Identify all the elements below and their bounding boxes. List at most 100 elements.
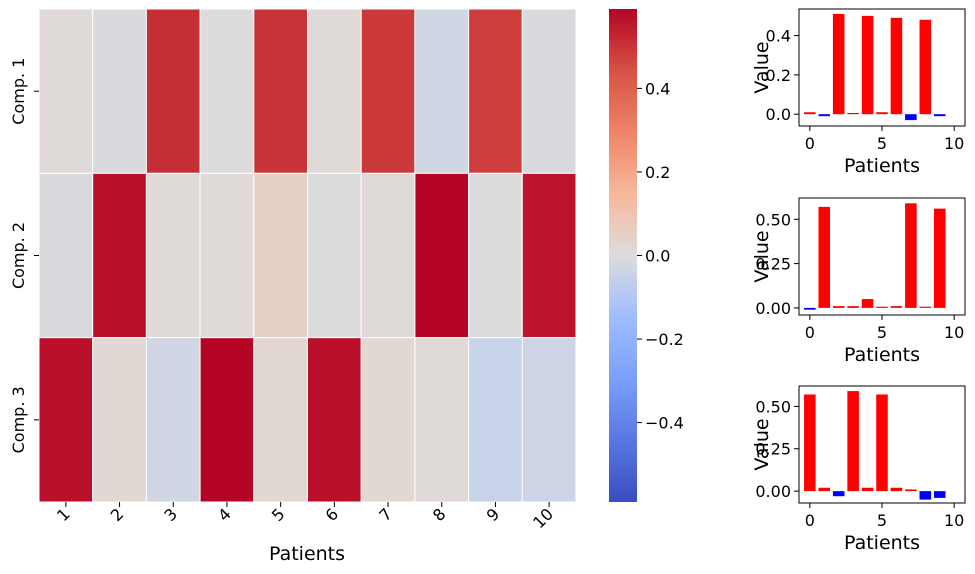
heatmap-x-tick-label: 7 <box>375 504 396 525</box>
colorbar-ticks: 0.4 0.2 0.0 −0.2 −0.4 <box>637 79 684 433</box>
y-tick-label: 0.25 <box>755 440 791 459</box>
bar <box>847 391 859 492</box>
x-tick-label: 10 <box>944 134 964 153</box>
heatmap-cell <box>360 337 416 503</box>
y-tick-label: 0.50 <box>755 210 791 229</box>
heatmap-cell <box>92 8 147 174</box>
bar <box>933 491 946 498</box>
colorbar-tick-label: 0.0 <box>645 247 670 266</box>
heatmap-x-tick-label: 2 <box>107 504 128 525</box>
heatmap-cell <box>38 172 94 339</box>
x-axis-label: Patients <box>844 344 920 366</box>
x-tick-label: 5 <box>877 511 887 530</box>
y-tick-label: 0.25 <box>755 255 791 274</box>
bar <box>933 114 946 117</box>
heatmap-cell <box>145 337 201 503</box>
y-tick-label: 0.00 <box>755 482 791 501</box>
heatmap-cell <box>521 337 577 503</box>
heatmap-cell <box>307 337 362 503</box>
bar <box>847 306 859 308</box>
heatmap-x-tick-label: 6 <box>322 504 343 525</box>
heatmap-x-axis: 1 2 3 4 5 6 7 8 9 10 <box>53 502 557 532</box>
bar <box>905 203 917 308</box>
colorbar-tick-label: −0.2 <box>645 330 684 349</box>
plot-frame <box>798 8 966 127</box>
y-axis-label: Value <box>751 230 773 282</box>
heatmap-cell <box>145 8 201 174</box>
bar <box>905 489 917 492</box>
bar <box>919 19 932 115</box>
heatmap-cell <box>92 337 147 503</box>
y-axis-label: Value <box>751 41 773 93</box>
x-axis-label: Patients <box>844 155 920 177</box>
bar <box>919 491 932 500</box>
bar <box>890 306 903 308</box>
bar <box>861 299 874 308</box>
heatmap-x-tick-label: 3 <box>160 504 181 525</box>
bar <box>861 487 874 492</box>
heatmap-x-tick-label: 1 <box>53 504 74 525</box>
heatmap-cell <box>414 172 470 339</box>
heatmap-cell <box>468 337 523 503</box>
heatmap-cells <box>38 8 577 503</box>
bar <box>804 394 816 492</box>
heatmap-cell <box>199 8 255 174</box>
x-tick-label: 0 <box>805 511 815 530</box>
bar-chart-comp-2: 0.00 0.25 0.50 0 5 10 Patients Value <box>751 197 966 366</box>
heatmap-x-axis-label: Patients <box>269 543 345 565</box>
bar <box>919 306 932 308</box>
bar-chart-comp-3: 0.00 0.25 0.50 0 5 10 Patients Value <box>751 385 966 554</box>
bar <box>861 15 874 115</box>
heatmap-cell <box>521 8 577 174</box>
heatmap-x-tick-label: 9 <box>483 504 504 525</box>
heatmap-x-tick-label: 5 <box>268 504 289 525</box>
heatmap-x-tick-label: 4 <box>214 504 235 525</box>
heatmap-cell <box>253 337 309 503</box>
colorbar-tick-label: 0.4 <box>645 79 670 98</box>
bar <box>847 113 859 115</box>
heatmap-cell <box>414 337 470 503</box>
heatmap-y-tick-label: Comp. 1 <box>9 58 28 125</box>
heatmap-cell <box>360 8 416 174</box>
bar <box>832 491 845 497</box>
heatmap-cell <box>253 172 309 339</box>
x-tick-label: 5 <box>877 134 887 153</box>
heatmap-cell <box>199 172 255 339</box>
heatmap-cell <box>468 8 523 174</box>
y-tick-label: 0.50 <box>755 397 791 416</box>
bar-chart-comp-1: 0.0 0.2 0.4 0 5 10 Patients Value <box>751 8 966 177</box>
colorbar-tick-label: 0.2 <box>645 163 670 182</box>
colorbar-gradient <box>609 9 637 502</box>
bar <box>890 17 903 115</box>
x-tick-label: 5 <box>877 323 887 342</box>
heatmap-y-axis: Comp. 1 Comp. 2 Comp. 3 <box>9 58 39 453</box>
bar <box>890 487 903 492</box>
x-axis-label: Patients <box>844 532 920 554</box>
heatmap-x-tick-label: 8 <box>429 504 450 525</box>
heatmap-cell <box>92 172 147 339</box>
bar <box>804 112 816 115</box>
y-tick-label: 0.2 <box>766 66 791 85</box>
x-tick-label: 0 <box>805 134 815 153</box>
heatmap-cell <box>307 8 362 174</box>
heatmap-y-tick-label: Comp. 3 <box>9 386 28 453</box>
heatmap-cell <box>360 172 416 339</box>
heatmap-cell <box>38 8 94 174</box>
y-axis-label: Value <box>751 418 773 470</box>
colorbar-tick-label: −0.4 <box>645 414 684 433</box>
bar <box>933 208 946 308</box>
heatmap-cell <box>145 172 201 339</box>
heatmap-chart: Comp. 1 Comp. 2 Comp. 3 1 2 3 4 5 6 7 8 9 10 Patien… <box>9 8 577 565</box>
y-tick-label: 0.00 <box>755 299 791 318</box>
bar <box>818 487 831 492</box>
bar <box>876 394 888 492</box>
heatmap-x-tick-label: 10 <box>529 504 557 532</box>
bar <box>876 112 888 115</box>
heatmap-y-tick-label: Comp. 2 <box>9 222 28 289</box>
heatmap-cell <box>38 337 94 503</box>
heatmap-cell <box>521 172 577 339</box>
x-tick-label: 10 <box>944 323 964 342</box>
heatmap-cell <box>307 172 362 339</box>
heatmap-cell <box>253 8 309 174</box>
